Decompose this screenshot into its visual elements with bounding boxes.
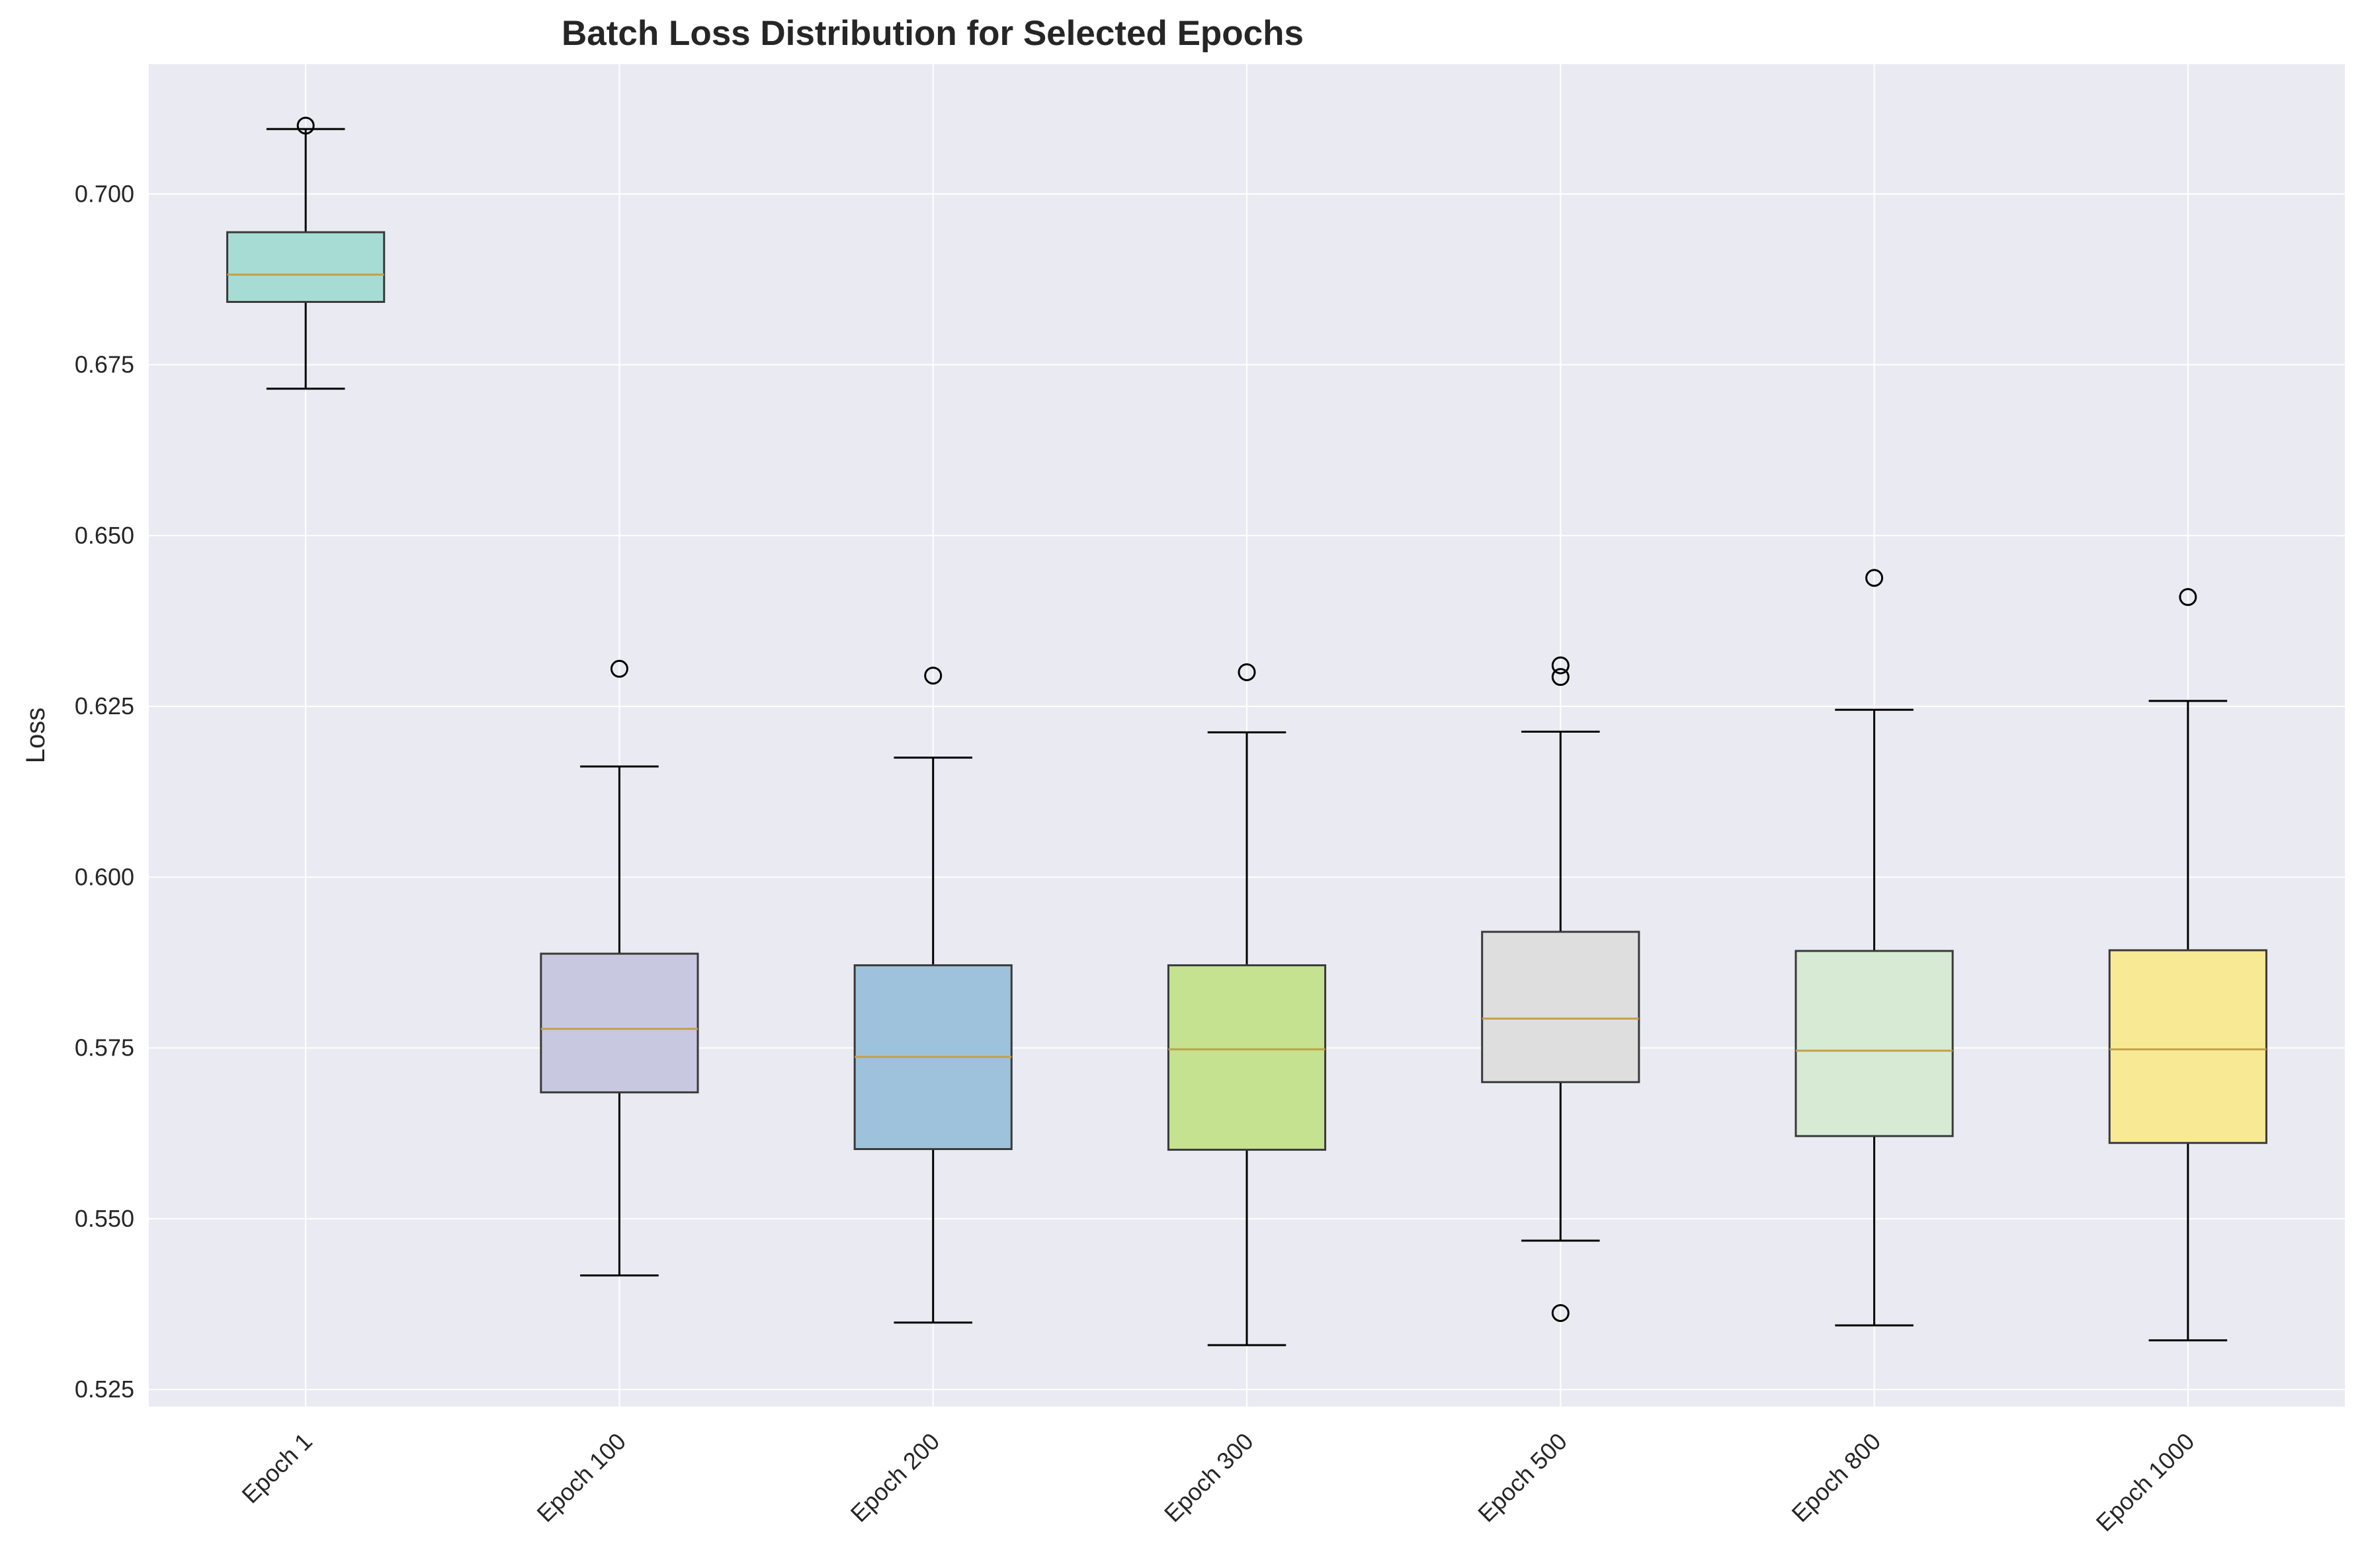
y-axis: 0.525 0.550 0.575 0.600 0.625 0.650 0.675 0.700 (75, 180, 134, 1403)
iqr-box (1794, 950, 1954, 1137)
outlier-point (1551, 668, 1570, 686)
outlier-point (2179, 588, 2197, 606)
outlier-point (1865, 569, 1884, 587)
y-tick-label: 0.550 (75, 1205, 134, 1232)
box-epoch-1000 (2108, 588, 2267, 1342)
chart-title: Batch Loss Distribution for Selected Epo… (562, 14, 1304, 53)
outlier-point (1238, 663, 1256, 681)
y-axis-label: Loss (21, 708, 50, 764)
box-epoch-500 (1481, 656, 1640, 1322)
box-epoch-300 (1167, 663, 1327, 1346)
box-epoch-800 (1794, 569, 1954, 1327)
iqr-box (226, 231, 386, 304)
outlier-point (296, 116, 315, 135)
iqr-box (540, 952, 699, 1094)
y-tick-label: 0.700 (75, 180, 134, 207)
outlier-point (1551, 1303, 1570, 1322)
y-tick-label: 0.675 (75, 351, 134, 378)
outlier-point (924, 667, 943, 685)
box-epoch-200 (853, 667, 1013, 1324)
y-tick-label: 0.575 (75, 1034, 134, 1061)
box-epoch-100 (540, 659, 699, 1277)
y-tick-label: 0.650 (75, 522, 134, 549)
iqr-box (1481, 930, 1640, 1083)
outlier-point (1551, 656, 1570, 675)
outlier-point (610, 659, 628, 678)
y-tick-label: 0.525 (75, 1376, 134, 1403)
box-epoch-1 (226, 116, 386, 390)
iqr-box (1167, 964, 1327, 1151)
y-tick-label: 0.600 (75, 863, 134, 890)
iqr-box (2108, 949, 2267, 1144)
y-tick-label: 0.625 (75, 692, 134, 720)
boxes-layer (226, 116, 2267, 1346)
